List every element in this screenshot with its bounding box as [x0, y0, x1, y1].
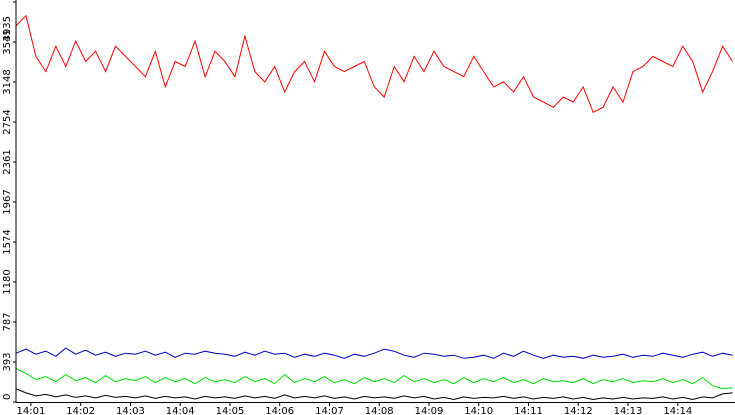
y-tick-label: 393 [2, 352, 13, 371]
x-tick-labels: 14:01 14:02 14:03 14:04 14:05 14:06 14:07 14:08… [16, 402, 692, 415]
series-line-1 [15, 347, 733, 359]
x-tick-label: 14:13 [614, 406, 643, 415]
y-tick-label: 0 [2, 394, 13, 400]
series-line-3 [15, 388, 733, 401]
y-tick-label: 2754 [2, 109, 13, 134]
y-tick-label: 3148 [2, 69, 13, 94]
y-tick-label: 3541 [2, 29, 13, 54]
x-tick-label: 14:10 [464, 406, 493, 415]
x-tick-label: 14:05 [216, 406, 245, 415]
x-tick-label: 14:06 [265, 406, 294, 415]
y-tick-label: 1180 [2, 269, 13, 294]
x-tick-label: 14:14 [663, 406, 692, 415]
y-tick-label: 1574 [2, 229, 13, 254]
x-tick-label: 14:11 [514, 406, 543, 415]
series-layer [15, 14, 733, 401]
y-tick-label: 2361 [2, 149, 13, 174]
y-tick-label: 787 [2, 312, 13, 331]
y-tick-label: 1967 [2, 189, 13, 214]
x-tick-label: 14:03 [116, 406, 145, 415]
x-tick-label: 14:07 [315, 406, 344, 415]
y-tick-label: 3935 [2, 16, 13, 41]
x-tick-label: 14:12 [564, 406, 593, 415]
x-tick-label: 14:09 [415, 406, 444, 415]
series-line-0 [15, 14, 733, 113]
series-line-2 [15, 368, 733, 390]
x-tick-label: 14:04 [166, 406, 195, 415]
x-tick-label: 14:08 [365, 406, 394, 415]
x-tick-label: 14:02 [66, 406, 95, 415]
axis-layer [15, 0, 735, 403]
x-tick-label: 14:01 [16, 406, 45, 415]
